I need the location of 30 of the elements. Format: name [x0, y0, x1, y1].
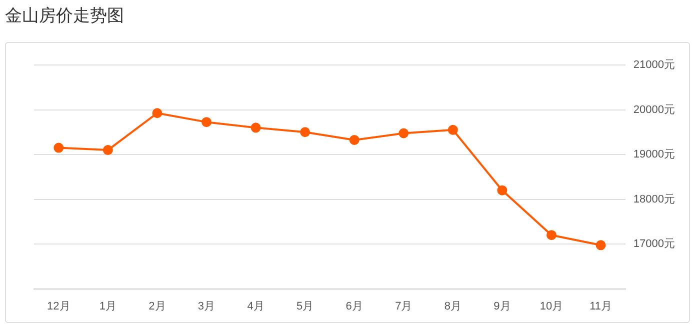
y-tick-label: 19000元 — [633, 148, 676, 161]
x-tick-label: 3月 — [198, 300, 216, 312]
x-tick-label: 4月 — [247, 300, 264, 312]
point — [201, 117, 212, 128]
point — [300, 127, 310, 138]
x-tick-label: 7月 — [395, 300, 412, 312]
point — [152, 108, 162, 118]
point — [546, 230, 556, 240]
x-tick-label: 1月 — [99, 300, 116, 312]
point — [349, 134, 360, 145]
chart-title: 金山房价走势图 — [5, 5, 124, 27]
y-tick-label: 20000元 — [633, 104, 676, 116]
point — [596, 240, 606, 250]
x-tick-label: 6月 — [346, 300, 363, 312]
y-tick-label: 17000元 — [633, 238, 676, 250]
point — [102, 145, 113, 156]
x-tick-label: 11月 — [590, 300, 612, 312]
point — [398, 128, 409, 138]
point — [448, 124, 458, 135]
point — [250, 122, 261, 133]
y-tick-label: 21000元 — [633, 59, 676, 72]
point — [497, 185, 508, 196]
point — [54, 142, 64, 153]
x-tick-label: 12月 — [47, 300, 70, 312]
y-tick-label: 18000元 — [633, 193, 676, 206]
x-tick-label: 8月 — [444, 300, 462, 312]
x-tick-label: 9月 — [494, 300, 511, 312]
x-tick-label: 5月 — [296, 300, 314, 312]
x-tick-label: 10月 — [540, 300, 564, 312]
x-tick-label: 2月 — [148, 300, 166, 312]
